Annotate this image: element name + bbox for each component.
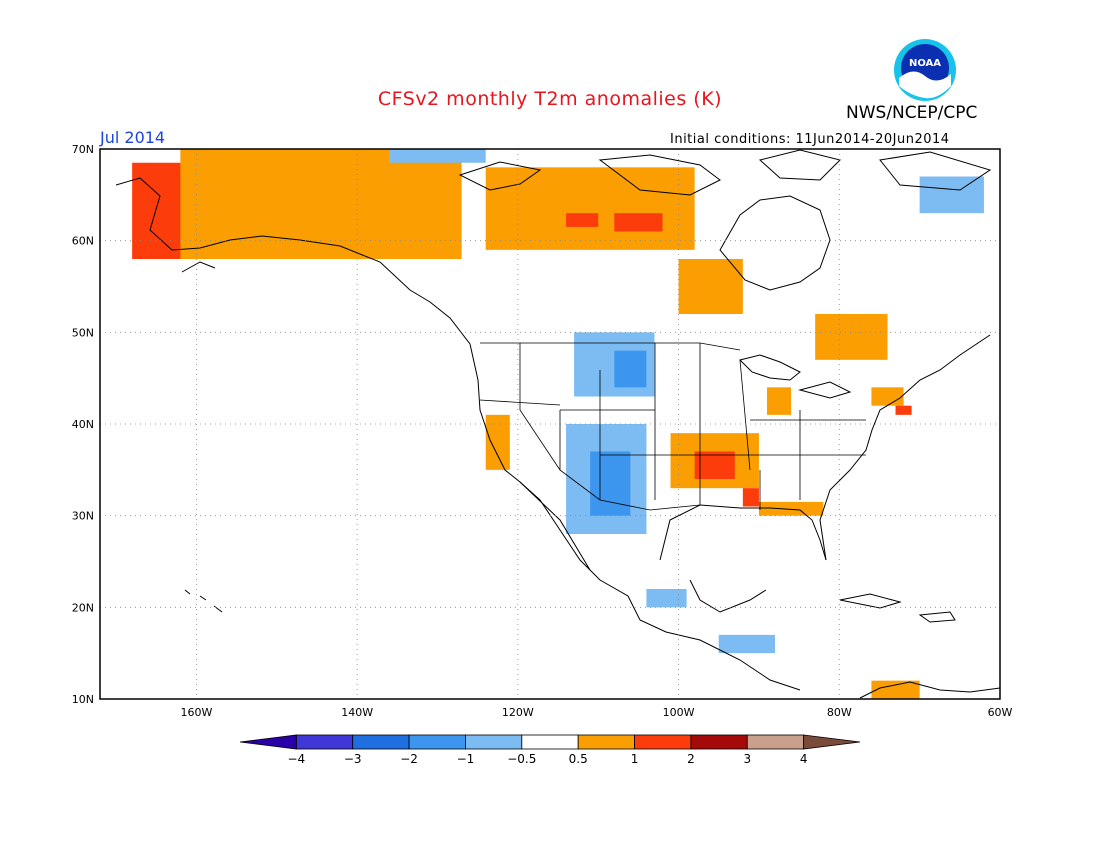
colorbar-label: 2 bbox=[687, 752, 695, 766]
anomaly-regions bbox=[132, 149, 984, 699]
colorbar-swatch bbox=[577, 734, 635, 750]
colorbar-swatch bbox=[408, 734, 466, 750]
colorbar-swatch bbox=[803, 734, 861, 750]
logo-text: NOAA bbox=[909, 58, 941, 69]
lon-tick-label: 160W bbox=[180, 706, 212, 719]
anomaly-region-19 bbox=[871, 387, 904, 406]
lat-tick-label: 10N bbox=[72, 693, 94, 706]
colorbar-label: −0.5 bbox=[507, 752, 536, 766]
anomaly-region-17 bbox=[646, 589, 687, 608]
colorbar-swatch bbox=[465, 734, 523, 750]
anomaly-region-21 bbox=[919, 176, 984, 214]
lat-tick-label: 50N bbox=[72, 326, 94, 339]
forecast-month: Jul 2014 bbox=[100, 128, 166, 147]
anomaly-region-6 bbox=[678, 259, 743, 314]
anomaly-region-5 bbox=[566, 213, 599, 227]
colorbar-swatch bbox=[352, 734, 410, 750]
colorbar-label: −4 bbox=[288, 752, 306, 766]
anomaly-region-7 bbox=[815, 314, 888, 360]
lon-tick-label: 80W bbox=[827, 706, 852, 719]
noaa-logo-icon: NOAA bbox=[894, 39, 956, 101]
lon-tick-label: 140W bbox=[341, 706, 373, 719]
agency-label: NWS/NCEP/CPC bbox=[846, 103, 978, 123]
axis-labels: 160W 140W 120W 100W 80W 60W 70N 60N 50N 40N 30N 20N… bbox=[72, 143, 1013, 719]
coastlines bbox=[115, 149, 1000, 699]
lon-tick-label: 60W bbox=[988, 706, 1013, 719]
colorbar-label: −1 bbox=[457, 752, 475, 766]
anomaly-region-4 bbox=[614, 213, 663, 232]
initial-conditions: Initial conditions: 11Jun2014-20Jun2014 bbox=[670, 132, 950, 147]
colorbar-swatch bbox=[295, 734, 354, 750]
anomaly-region-14 bbox=[742, 488, 759, 507]
colorbar-label: 0.5 bbox=[569, 752, 588, 766]
lat-tick-label: 40N bbox=[72, 418, 94, 431]
lat-tick-label: 20N bbox=[72, 601, 94, 614]
colorbar-label: −3 bbox=[344, 752, 362, 766]
colorbar-swatch bbox=[746, 734, 805, 750]
anomaly-region-9 bbox=[614, 350, 647, 388]
anomaly-region-11 bbox=[590, 451, 631, 516]
anomaly-region-13 bbox=[694, 451, 735, 479]
map-title: CFSv2 monthly T2m anomalies (K) bbox=[377, 88, 723, 110]
anomaly-region-18 bbox=[718, 634, 775, 654]
colorbar-swatch bbox=[634, 734, 692, 750]
map-frame bbox=[99, 148, 1001, 700]
colorbar-label: 4 bbox=[800, 752, 808, 766]
colorbar-label: 3 bbox=[743, 752, 751, 766]
colorbar-swatch bbox=[239, 734, 297, 750]
colorbar-label: 1 bbox=[631, 752, 639, 766]
anomaly-region-3 bbox=[485, 167, 695, 250]
anomaly-region-16 bbox=[766, 387, 792, 415]
colorbar-swatch bbox=[521, 734, 579, 750]
anomaly-region-15 bbox=[485, 414, 510, 470]
lon-tick-label: 100W bbox=[663, 706, 695, 719]
anomaly-region-22 bbox=[389, 149, 486, 163]
colorbar-label: −2 bbox=[400, 752, 418, 766]
anomaly-region-24 bbox=[871, 680, 920, 699]
lat-tick-label: 70N bbox=[72, 143, 94, 156]
anomaly-region-20 bbox=[895, 405, 912, 415]
lat-tick-label: 60N bbox=[72, 235, 94, 248]
colorbar-swatch bbox=[690, 734, 748, 750]
lon-tick-label: 120W bbox=[502, 706, 534, 719]
anomaly-region-23 bbox=[758, 501, 824, 516]
colorbar: −4 −3 −2 −1 −0.5 0.5 1 2 3 4 bbox=[239, 734, 861, 766]
lat-tick-label: 30N bbox=[72, 510, 94, 523]
